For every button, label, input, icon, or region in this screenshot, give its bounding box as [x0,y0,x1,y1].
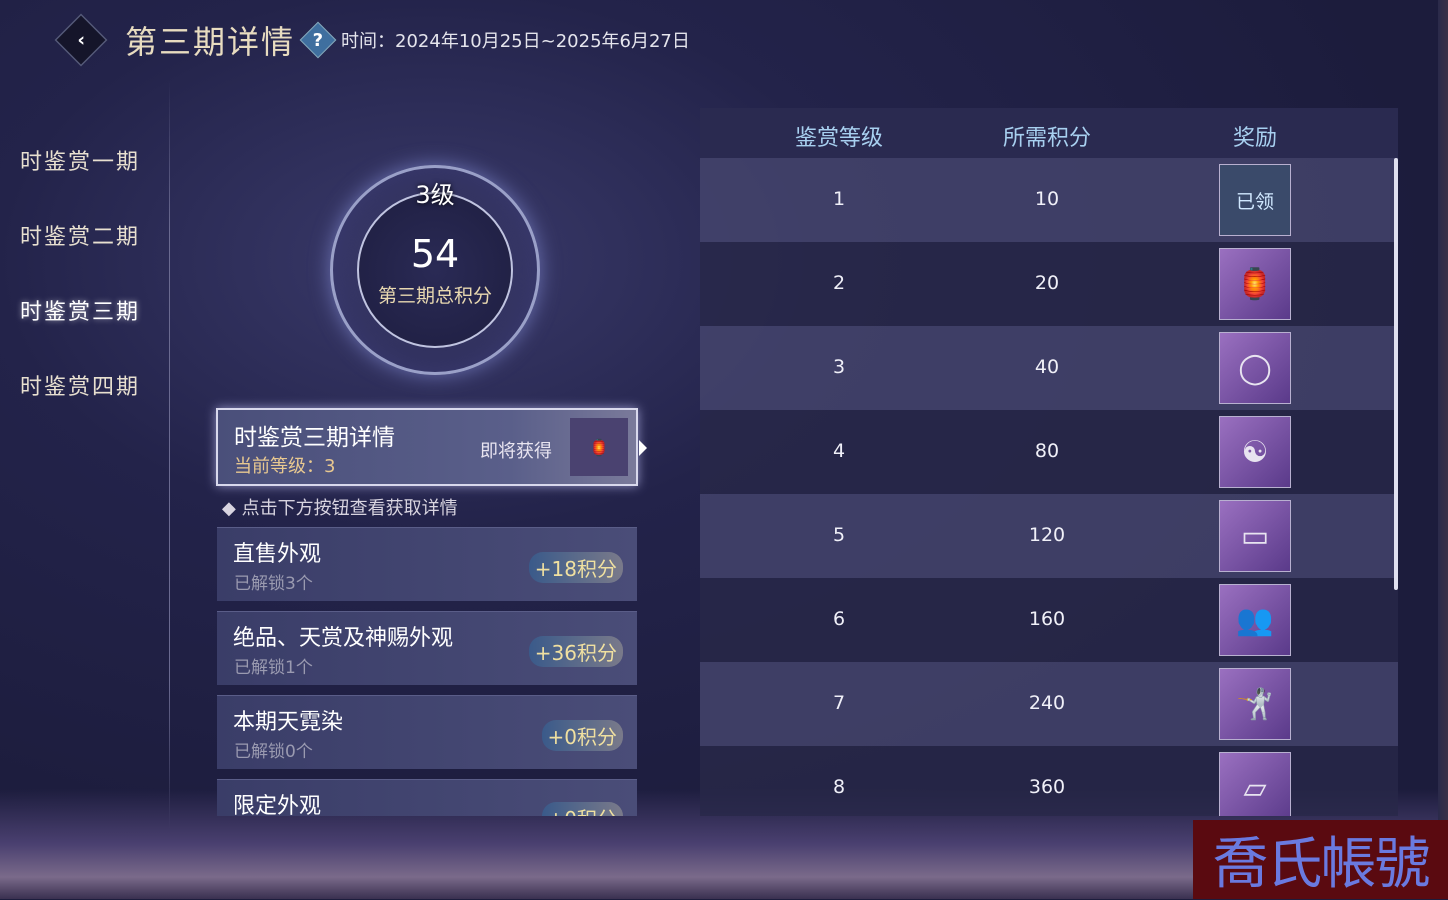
reward-item-icon[interactable]: ▱ [1219,752,1291,816]
period-detail-card[interactable]: 时鉴赏三期详情 当前等级：3 即将获得 🏮 [216,408,638,486]
upcoming-reward-icon: 🏮 [570,418,628,476]
row-points: 360 [1028,776,1066,798]
frame-edge [1438,0,1448,899]
table-row: 7 240 🤺 [700,662,1398,746]
row-level: 5 [832,524,846,546]
watermark: 喬氏帳號 [1193,820,1448,899]
reward-item-icon[interactable]: 👥 [1219,584,1291,656]
row-points: 20 [1034,272,1060,294]
time-range: 时间：2024年10月25日~2025年6月27日 [341,31,690,52]
header-level: 鉴赏等级 [794,126,883,151]
reward-item-icon[interactable]: 🏮 [1219,248,1291,320]
source-item[interactable]: 限定外观 +0积分 [217,779,637,816]
hint-label: 点击下方按钮查看获取详情 [241,498,458,519]
row-level: 7 [832,692,846,714]
reward-table: 鉴赏等级 所需积分 奖励 1 10 已领 2 20 🏮 3 40 ◯ 4 80 ☯ 5 … [700,108,1398,816]
row-level: 3 [832,356,846,378]
back-button[interactable]: ‹ [54,13,108,67]
row-points: 160 [1028,608,1066,630]
source-name: 本期天霓染 [233,710,344,735]
table-scrollbar[interactable] [1394,158,1398,590]
header-points: 所需积分 [1002,126,1091,151]
source-points: +36积分 [528,636,623,667]
table-row: 8 360 ▱ [700,746,1398,816]
table-row: 6 160 👥 [700,578,1398,662]
table-row: 4 80 ☯ [700,410,1398,494]
reward-item-icon[interactable]: 🤺 [1219,668,1291,740]
table-header: 鉴赏等级 所需积分 奖励 [700,108,1398,158]
total-score-label: 第三期总积分 [377,285,492,307]
row-level: 4 [832,440,846,462]
help-button[interactable]: ? [299,21,337,59]
source-item[interactable]: 本期天霓染 已解锁0个 +0积分 [217,695,637,769]
source-name: 直售外观 [233,542,322,567]
nav-item-period-3[interactable]: 时鉴赏三期 [20,300,141,325]
reward-item-icon[interactable]: ☯ [1219,416,1291,488]
header: ‹ 第三期详情 ? 时间：2024年10月25日~2025年6月27日 [54,13,690,67]
source-points: +0积分 [541,802,623,816]
upcoming-label: 即将获得 [480,441,552,462]
back-arrow-icon: ‹ [77,29,85,51]
table-row: 3 40 ◯ [700,326,1398,410]
detail-title: 时鉴赏三期详情 [234,425,395,451]
row-points: 80 [1034,440,1060,462]
table-row: 1 10 已领 [700,158,1398,242]
reward-item-icon[interactable]: ◯ [1219,332,1291,404]
row-level: 6 [832,608,846,630]
table-row: 5 120 ▭ [700,494,1398,578]
row-level: 1 [832,188,846,210]
nav-item-period-1[interactable]: 时鉴赏一期 [20,150,141,175]
row-level: 8 [832,776,846,798]
table-row: 2 20 🏮 [700,242,1398,326]
nav-item-period-4[interactable]: 时鉴赏四期 [20,375,141,400]
arrow-right-icon [639,440,647,456]
question-icon: ? [312,29,324,51]
score-ring [330,165,540,375]
total-score: 54 [410,232,460,276]
row-points: 240 [1028,692,1066,714]
claimed-reward-badge[interactable]: 已领 [1219,164,1291,236]
source-unlocked: 已解锁0个 [234,742,313,762]
source-points: +0积分 [541,720,623,751]
nav-divider [169,80,170,830]
level-label: 3级 [415,181,455,209]
source-unlocked: 已解锁1个 [234,658,313,678]
row-points: 120 [1028,524,1066,546]
score-ring-inner [357,192,513,348]
nav-item-period-2[interactable]: 时鉴赏二期 [20,225,141,250]
source-name: 绝品、天赏及神赐外观 [233,626,454,651]
header-reward: 奖励 [1232,126,1277,151]
row-points: 40 [1034,356,1060,378]
reward-item-icon[interactable]: ▭ [1219,500,1291,572]
page-title: 第三期详情 [125,23,296,61]
current-level: 当前等级：3 [234,456,336,477]
source-unlocked: 已解锁3个 [234,574,313,594]
row-points: 10 [1034,188,1060,210]
row-level: 2 [832,272,846,294]
source-item[interactable]: 直售外观 已解锁3个 +18积分 [217,527,637,601]
source-points: +18积分 [528,552,623,583]
source-name: 限定外观 [233,794,322,816]
source-item[interactable]: 绝品、天赏及神赐外观 已解锁1个 +36积分 [217,611,637,685]
hint-text: ◆ 点击下方按钮查看获取详情 [222,498,458,519]
